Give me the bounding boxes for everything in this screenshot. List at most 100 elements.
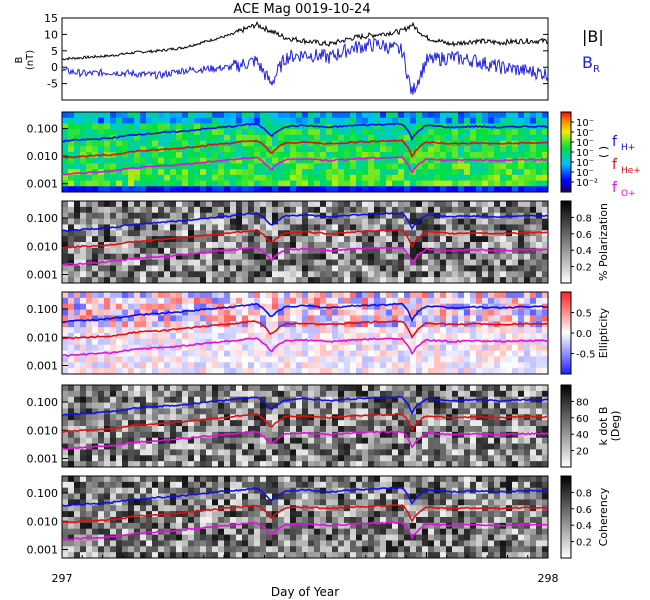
spectrogram-cell [104, 303, 111, 310]
spectrogram-cell [278, 408, 285, 415]
spectrogram-cell [68, 140, 75, 147]
spectrogram-cell [482, 344, 489, 351]
spectrogram-cell [374, 344, 381, 351]
spectrogram-cell [386, 385, 393, 392]
spectrogram-cell [470, 333, 477, 340]
spectrogram-cell [452, 356, 459, 363]
spectrogram-cell [464, 112, 471, 119]
spectrogram-cell [278, 265, 285, 272]
spectrogram-cell [518, 277, 525, 284]
spectrogram-cell [74, 309, 81, 316]
spectrogram-cell [386, 112, 393, 119]
spectrogram-cell [506, 242, 513, 249]
spectrogram-cell [152, 449, 159, 456]
spectrogram-cell [482, 309, 489, 316]
spectrogram-cell [356, 309, 363, 316]
spectrogram-cell [506, 201, 513, 208]
spectrogram-cell [236, 163, 243, 170]
spectrogram-cell [386, 224, 393, 231]
spectrogram-cell [80, 315, 87, 322]
spectrogram-cell [278, 402, 285, 409]
spectrogram-cell [122, 212, 129, 219]
spectrogram-cell [278, 431, 285, 439]
spectrogram-cell [278, 163, 285, 170]
spectrogram-cell [464, 277, 471, 284]
spectrogram-cell [194, 552, 201, 559]
spectrogram-cell [98, 157, 105, 164]
spectrogram-cell [110, 212, 117, 219]
spectrogram-cell [476, 134, 483, 141]
spectrogram-cell [530, 271, 537, 278]
spectrogram-cell [416, 437, 423, 444]
spectrogram-cell [140, 129, 147, 136]
spectrogram-cell [494, 180, 501, 187]
spectrogram-cell [236, 309, 243, 316]
spectrogram-cell [458, 333, 465, 340]
spectrogram-cell [128, 431, 135, 439]
spectrogram-cell [194, 517, 201, 524]
spectrogram-cell [518, 117, 525, 124]
spectrogram-cell [332, 218, 339, 225]
spectrogram-cell [344, 443, 351, 450]
spectrogram-cell [434, 368, 441, 375]
spectrogram-cell [422, 169, 429, 176]
spectrogram-cell [530, 277, 537, 284]
spectrogram-cell [476, 253, 483, 260]
spectrogram-cell [338, 297, 345, 305]
spectrogram-cell [512, 218, 519, 225]
spectrogram-cell [446, 123, 453, 130]
spectrogram-cell [296, 218, 303, 225]
spectrogram-cell [242, 408, 249, 415]
spectrogram-cell [488, 277, 495, 284]
spectrogram-cell [188, 455, 195, 462]
spectrogram-cell [302, 253, 309, 260]
spectrogram-cell [146, 408, 153, 415]
colorbar-label: % Polarization [597, 203, 610, 281]
spectrogram-cell [494, 134, 501, 141]
spectrogram-cell [68, 271, 75, 278]
spectrogram-cell [386, 390, 393, 398]
spectrogram-cell [308, 368, 315, 375]
spectrogram-cell [512, 408, 519, 415]
spectrogram-cell [242, 163, 249, 170]
spectrogram-cell [344, 152, 351, 159]
spectrogram-cell [206, 180, 213, 187]
spectrogram-cell [500, 390, 507, 398]
b-r-line [61, 37, 549, 95]
spectrogram-cell [104, 356, 111, 363]
spectrogram-cell [302, 206, 309, 214]
spectrogram-cell [476, 292, 483, 299]
colorbar-tick-label: 0.4 [576, 246, 592, 257]
spectrogram-cell [284, 431, 291, 439]
spectrogram-cell [536, 292, 543, 299]
spectrogram-cell [482, 206, 489, 214]
spectrogram-cell [368, 163, 375, 170]
spectrogram-cell [278, 117, 285, 124]
spectrogram-cell [308, 327, 315, 334]
spectrogram-cell [98, 309, 105, 316]
spectrogram-cell [164, 259, 171, 266]
spectrogram-cell [392, 174, 399, 181]
spectrogram-cell [236, 414, 243, 421]
spectrogram-cell [482, 292, 489, 299]
spectrogram-cell [398, 368, 405, 375]
spectrogram-cell [122, 368, 129, 375]
spectrogram-cell [398, 123, 405, 130]
spectrogram-cell [398, 402, 405, 409]
spectrogram-cell [422, 455, 429, 462]
spectrogram-cell [68, 224, 75, 231]
spectrogram-cell [122, 169, 129, 176]
spectrogram-cell [110, 511, 117, 518]
spectrogram-cell [62, 522, 69, 530]
spectrogram-cell [410, 277, 417, 284]
spectrogram-cell [146, 437, 153, 444]
spectrogram-cell [410, 140, 417, 147]
spectrogram-cell [146, 224, 153, 231]
spectrogram-cell [410, 265, 417, 272]
spectrogram-cell [332, 242, 339, 249]
spectrogram-cell [140, 408, 147, 415]
spectrogram-cell [284, 356, 291, 363]
spectrogram-cell [290, 408, 297, 415]
spectrogram-cell [344, 455, 351, 462]
spectrogram-cell [134, 309, 141, 316]
